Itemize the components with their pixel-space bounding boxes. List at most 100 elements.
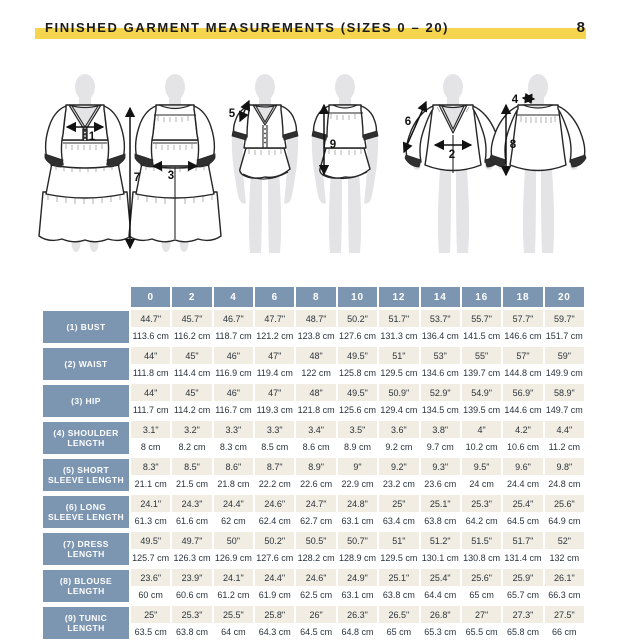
cm-cell: 63.8 cm (379, 586, 419, 603)
inches-cell: 45" (172, 384, 212, 401)
cm-cell: 21.5 cm (172, 475, 212, 492)
inches-cell: 25.8" (255, 606, 295, 623)
inches-cell: 24.6" (255, 495, 295, 512)
cm-cell: 146.6 cm (503, 327, 543, 344)
inches-cell: 25.3" (461, 495, 502, 512)
inches-cell: 24.1" (131, 495, 171, 512)
inches-cell: 53.7" (420, 310, 460, 327)
inches-cell: 46" (213, 384, 254, 401)
cm-cell: 64.3 cm (255, 623, 295, 640)
inches-cell: 24.4" (255, 569, 295, 586)
row-label-cell: (1) BUST (43, 311, 129, 343)
cm-cell: 122 cm (296, 364, 336, 381)
cm-cell: 22.2 cm (255, 475, 295, 492)
cm-cell: 149.7 cm (544, 401, 584, 418)
row-label-cell: (9) TUNIC LENGTH (43, 607, 129, 639)
cm-cell: 111.8 cm (131, 364, 171, 381)
cm-cell: 21.8 cm (213, 475, 254, 492)
cm-cell: 62.5 cm (296, 586, 336, 603)
cm-cell: 63.1 cm (337, 586, 378, 603)
cm-cell: 130.8 cm (461, 549, 502, 566)
cm-cell: 149.9 cm (544, 364, 584, 381)
inches-cell: 8.6" (213, 458, 254, 475)
inches-cell: 50.9" (379, 384, 419, 401)
inches-cell: 8.3" (131, 458, 171, 475)
cm-cell: 111.7 cm (131, 401, 171, 418)
inches-cell: 25.4" (503, 495, 543, 512)
cm-cell: 24 cm (461, 475, 502, 492)
tunic-back-figure (311, 74, 379, 253)
inches-cell: 3.1" (131, 421, 171, 438)
inches-cell: 23.9" (172, 569, 212, 586)
inches-cell: 24.9" (337, 569, 378, 586)
cm-cell: 64.4 cm (420, 586, 460, 603)
cm-cell: 65.8 cm (503, 623, 543, 640)
cm-cell: 126.3 cm (172, 549, 212, 566)
inches-cell: 26.3" (337, 606, 378, 623)
cm-cell: 11.2 cm (544, 438, 584, 455)
cm-cell: 129.5 cm (379, 549, 419, 566)
inches-cell: 44" (131, 384, 171, 401)
cm-cell: 121.2 cm (255, 327, 295, 344)
cm-cell: 116.2 cm (172, 327, 212, 344)
row-label-cell: (2) WAIST (43, 348, 129, 380)
measurement-row-group: (6) LONG SLEEVE LENGTH 24.1" 24.3" 24.4" 24.… (43, 495, 584, 529)
cm-cell: 128.2 cm (296, 549, 336, 566)
cm-cell: 64.9 cm (544, 512, 584, 529)
cm-cell: 63.4 cm (379, 512, 419, 529)
cm-cell: 65.5 cm (461, 623, 502, 640)
row-label-cell: (3) HIP (43, 385, 129, 417)
measurement-row-group: (3) HIP 44" 45" 46" 47" 48" 49.5" 50.9" 52.9" 54.… (43, 384, 584, 418)
cm-cell: 62.4 cm (255, 512, 295, 529)
cm-cell: 129.4 cm (379, 401, 419, 418)
inches-cell: 44.7" (131, 310, 171, 327)
inches-cell: 45" (172, 347, 212, 364)
inches-cell: 8.7" (255, 458, 295, 475)
inches-cell: 44" (131, 347, 171, 364)
inches-cell: 27.3" (503, 606, 543, 623)
inches-cell: 55" (461, 347, 502, 364)
inches-cell: 48" (296, 384, 336, 401)
inches-cell: 25" (131, 606, 171, 623)
dress-back-figure (128, 74, 222, 252)
inches-cell: 51" (379, 532, 419, 549)
inches-cell: 57" (503, 347, 543, 364)
size-header-cell: 20 (544, 287, 584, 307)
inches-cell: 25.5" (213, 606, 254, 623)
inches-cell: 24.4" (213, 495, 254, 512)
inches-cell: 24.7" (296, 495, 336, 512)
cm-cell: 144.6 cm (503, 401, 543, 418)
inches-cell: 52.9" (420, 384, 460, 401)
cm-cell: 139.5 cm (461, 401, 502, 418)
inches-cell: 49.5" (337, 347, 378, 364)
inches-cell: 52" (544, 532, 584, 549)
inches-cell: 49.5" (131, 532, 171, 549)
cm-cell: 10.6 cm (503, 438, 543, 455)
page-title: FINISHED GARMENT MEASUREMENTS (SIZES 0 –… (45, 20, 450, 35)
title-highlight-bar (35, 28, 586, 39)
cm-cell: 134.6 cm (420, 364, 460, 381)
size-header-cell: 8 (296, 287, 336, 307)
inches-cell: 25.6" (544, 495, 584, 512)
size-header-cell: 16 (461, 287, 502, 307)
cm-cell: 65 cm (379, 623, 419, 640)
cm-cell: 64.5 cm (296, 623, 336, 640)
measurement-table: 0 2 4 6 8 10 12 14 16 18 20 (1) BUST 44.7" 45.7" 46.7… (43, 287, 584, 643)
cm-cell: 62.7 cm (296, 512, 336, 529)
cm-cell: 23.6 cm (420, 475, 460, 492)
inches-cell: 3.6" (379, 421, 419, 438)
cm-cell: 136.4 cm (420, 327, 460, 344)
cm-cell: 64.8 cm (337, 623, 378, 640)
inches-cell: 47" (255, 384, 295, 401)
measurement-row-group: (2) WAIST 44" 45" 46" 47" 48" 49.5" 51" 53" 55" 57… (43, 347, 584, 381)
inches-cell: 4.4" (544, 421, 584, 438)
cm-cell: 114.4 cm (172, 364, 212, 381)
dress-front-figure (38, 74, 132, 252)
row-label-cell: (5) SHORT SLEEVE LENGTH (43, 459, 129, 491)
inches-cell: 51.5" (461, 532, 502, 549)
cm-cell: 131.3 cm (379, 327, 419, 344)
measurement-table-body: (1) BUST 44.7" 45.7" 46.7" 47.7" 48.7" 50.2" 51… (43, 310, 584, 640)
cm-cell: 123.8 cm (296, 327, 336, 344)
cm-cell: 151.7 cm (544, 327, 584, 344)
